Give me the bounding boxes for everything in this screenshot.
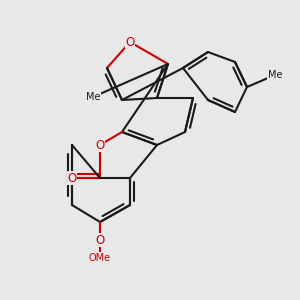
- Text: Me: Me: [86, 92, 100, 102]
- Text: O: O: [68, 172, 76, 184]
- Text: Me: Me: [268, 70, 282, 80]
- Text: OMe: OMe: [89, 253, 111, 263]
- Text: O: O: [95, 139, 105, 152]
- Text: O: O: [125, 35, 135, 49]
- Text: O: O: [95, 233, 105, 247]
